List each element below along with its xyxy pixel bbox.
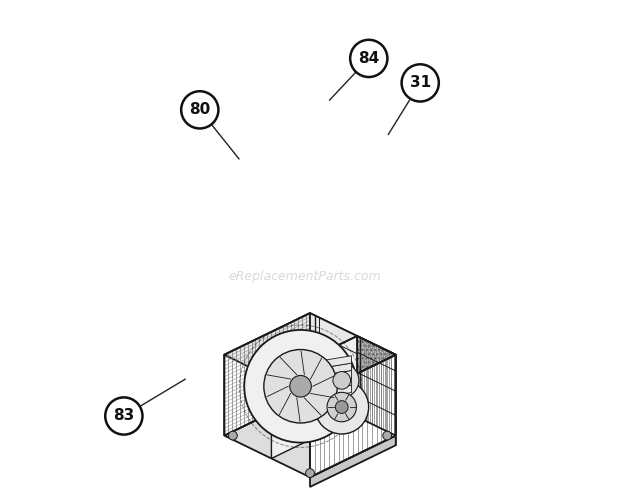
Text: 84: 84 [358,51,379,66]
Polygon shape [224,394,396,477]
Polygon shape [298,363,352,379]
Circle shape [350,40,388,77]
Text: 80: 80 [189,102,210,118]
Circle shape [290,375,311,397]
Circle shape [402,64,439,102]
Polygon shape [224,313,357,378]
Circle shape [306,394,314,403]
Polygon shape [310,436,396,487]
Text: eReplacementParts.com: eReplacementParts.com [229,270,381,283]
Polygon shape [310,355,396,477]
Circle shape [228,431,237,440]
Text: 31: 31 [410,76,431,90]
Circle shape [333,371,350,389]
Circle shape [306,469,314,478]
Polygon shape [272,336,396,396]
Polygon shape [298,356,352,372]
Polygon shape [272,336,357,458]
Circle shape [335,401,348,413]
Polygon shape [224,313,310,436]
Circle shape [325,363,359,398]
Circle shape [315,380,369,434]
Circle shape [327,392,356,422]
Circle shape [181,91,218,128]
Circle shape [105,397,143,435]
Polygon shape [298,385,352,401]
Circle shape [383,431,392,440]
Polygon shape [310,313,357,417]
Polygon shape [298,378,352,394]
Polygon shape [357,336,396,436]
Polygon shape [310,394,396,445]
Circle shape [264,350,337,423]
Circle shape [244,330,357,443]
Polygon shape [298,370,352,387]
Text: 83: 83 [113,409,135,423]
